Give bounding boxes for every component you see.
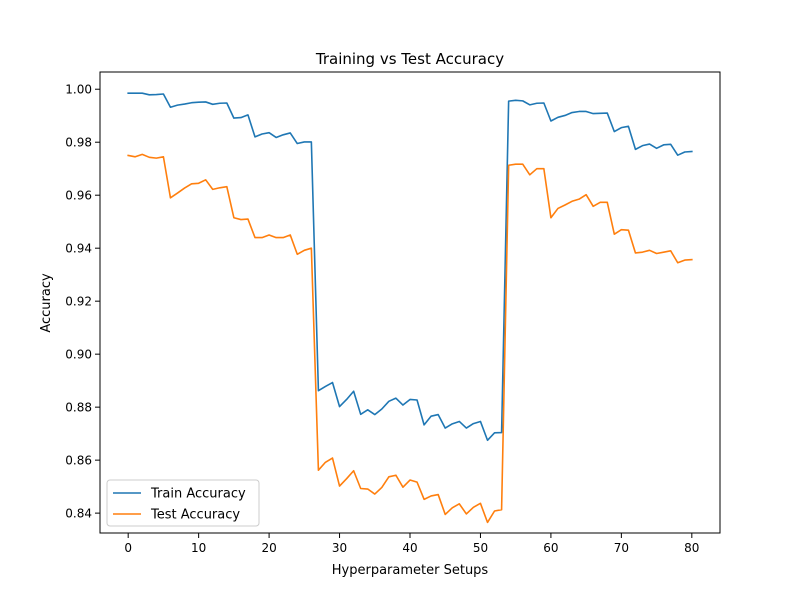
chart-title: Training vs Test Accuracy [315,50,504,68]
y-tick-label: 0.92 [65,295,92,309]
x-axis-label: Hyperparameter Setups [332,563,489,578]
legend-label-train: Train Accuracy [150,487,246,502]
x-tick-label: 0 [124,541,132,555]
y-tick-label: 0.88 [65,401,92,415]
x-tick-label: 60 [543,541,558,555]
y-tick-label: 0.86 [65,454,92,468]
x-tick-label: 80 [684,541,699,555]
y-tick-label: 0.84 [65,507,92,521]
legend: Train Accuracy Test Accuracy [106,479,260,527]
y-tick-label: 0.98 [65,136,92,150]
x-tick-label: 20 [261,541,276,555]
y-axis-label: Accuracy [39,273,54,333]
series-layer [127,92,693,524]
x-tick-label: 30 [332,541,347,555]
y-tick-label: 1.00 [65,83,92,97]
x-axis: 0 10 20 30 40 50 60 70 80 [124,533,699,555]
legend-label-test: Test Accuracy [150,508,240,523]
y-tick-label: 0.96 [65,189,92,203]
y-tick-label: 0.90 [65,348,92,362]
x-tick-label: 50 [473,541,488,555]
x-tick-label: 70 [614,541,629,555]
x-tick-label: 40 [402,541,417,555]
legend-box [106,479,260,527]
x-tick-label: 10 [191,541,206,555]
y-tick-label: 0.94 [65,242,92,256]
series-line-train-accuracy [127,92,693,442]
series-line-test-accuracy [127,153,693,524]
y-axis: 0.84 0.86 0.88 0.90 0.92 0.94 0.96 0.98 1.00 [65,83,100,521]
